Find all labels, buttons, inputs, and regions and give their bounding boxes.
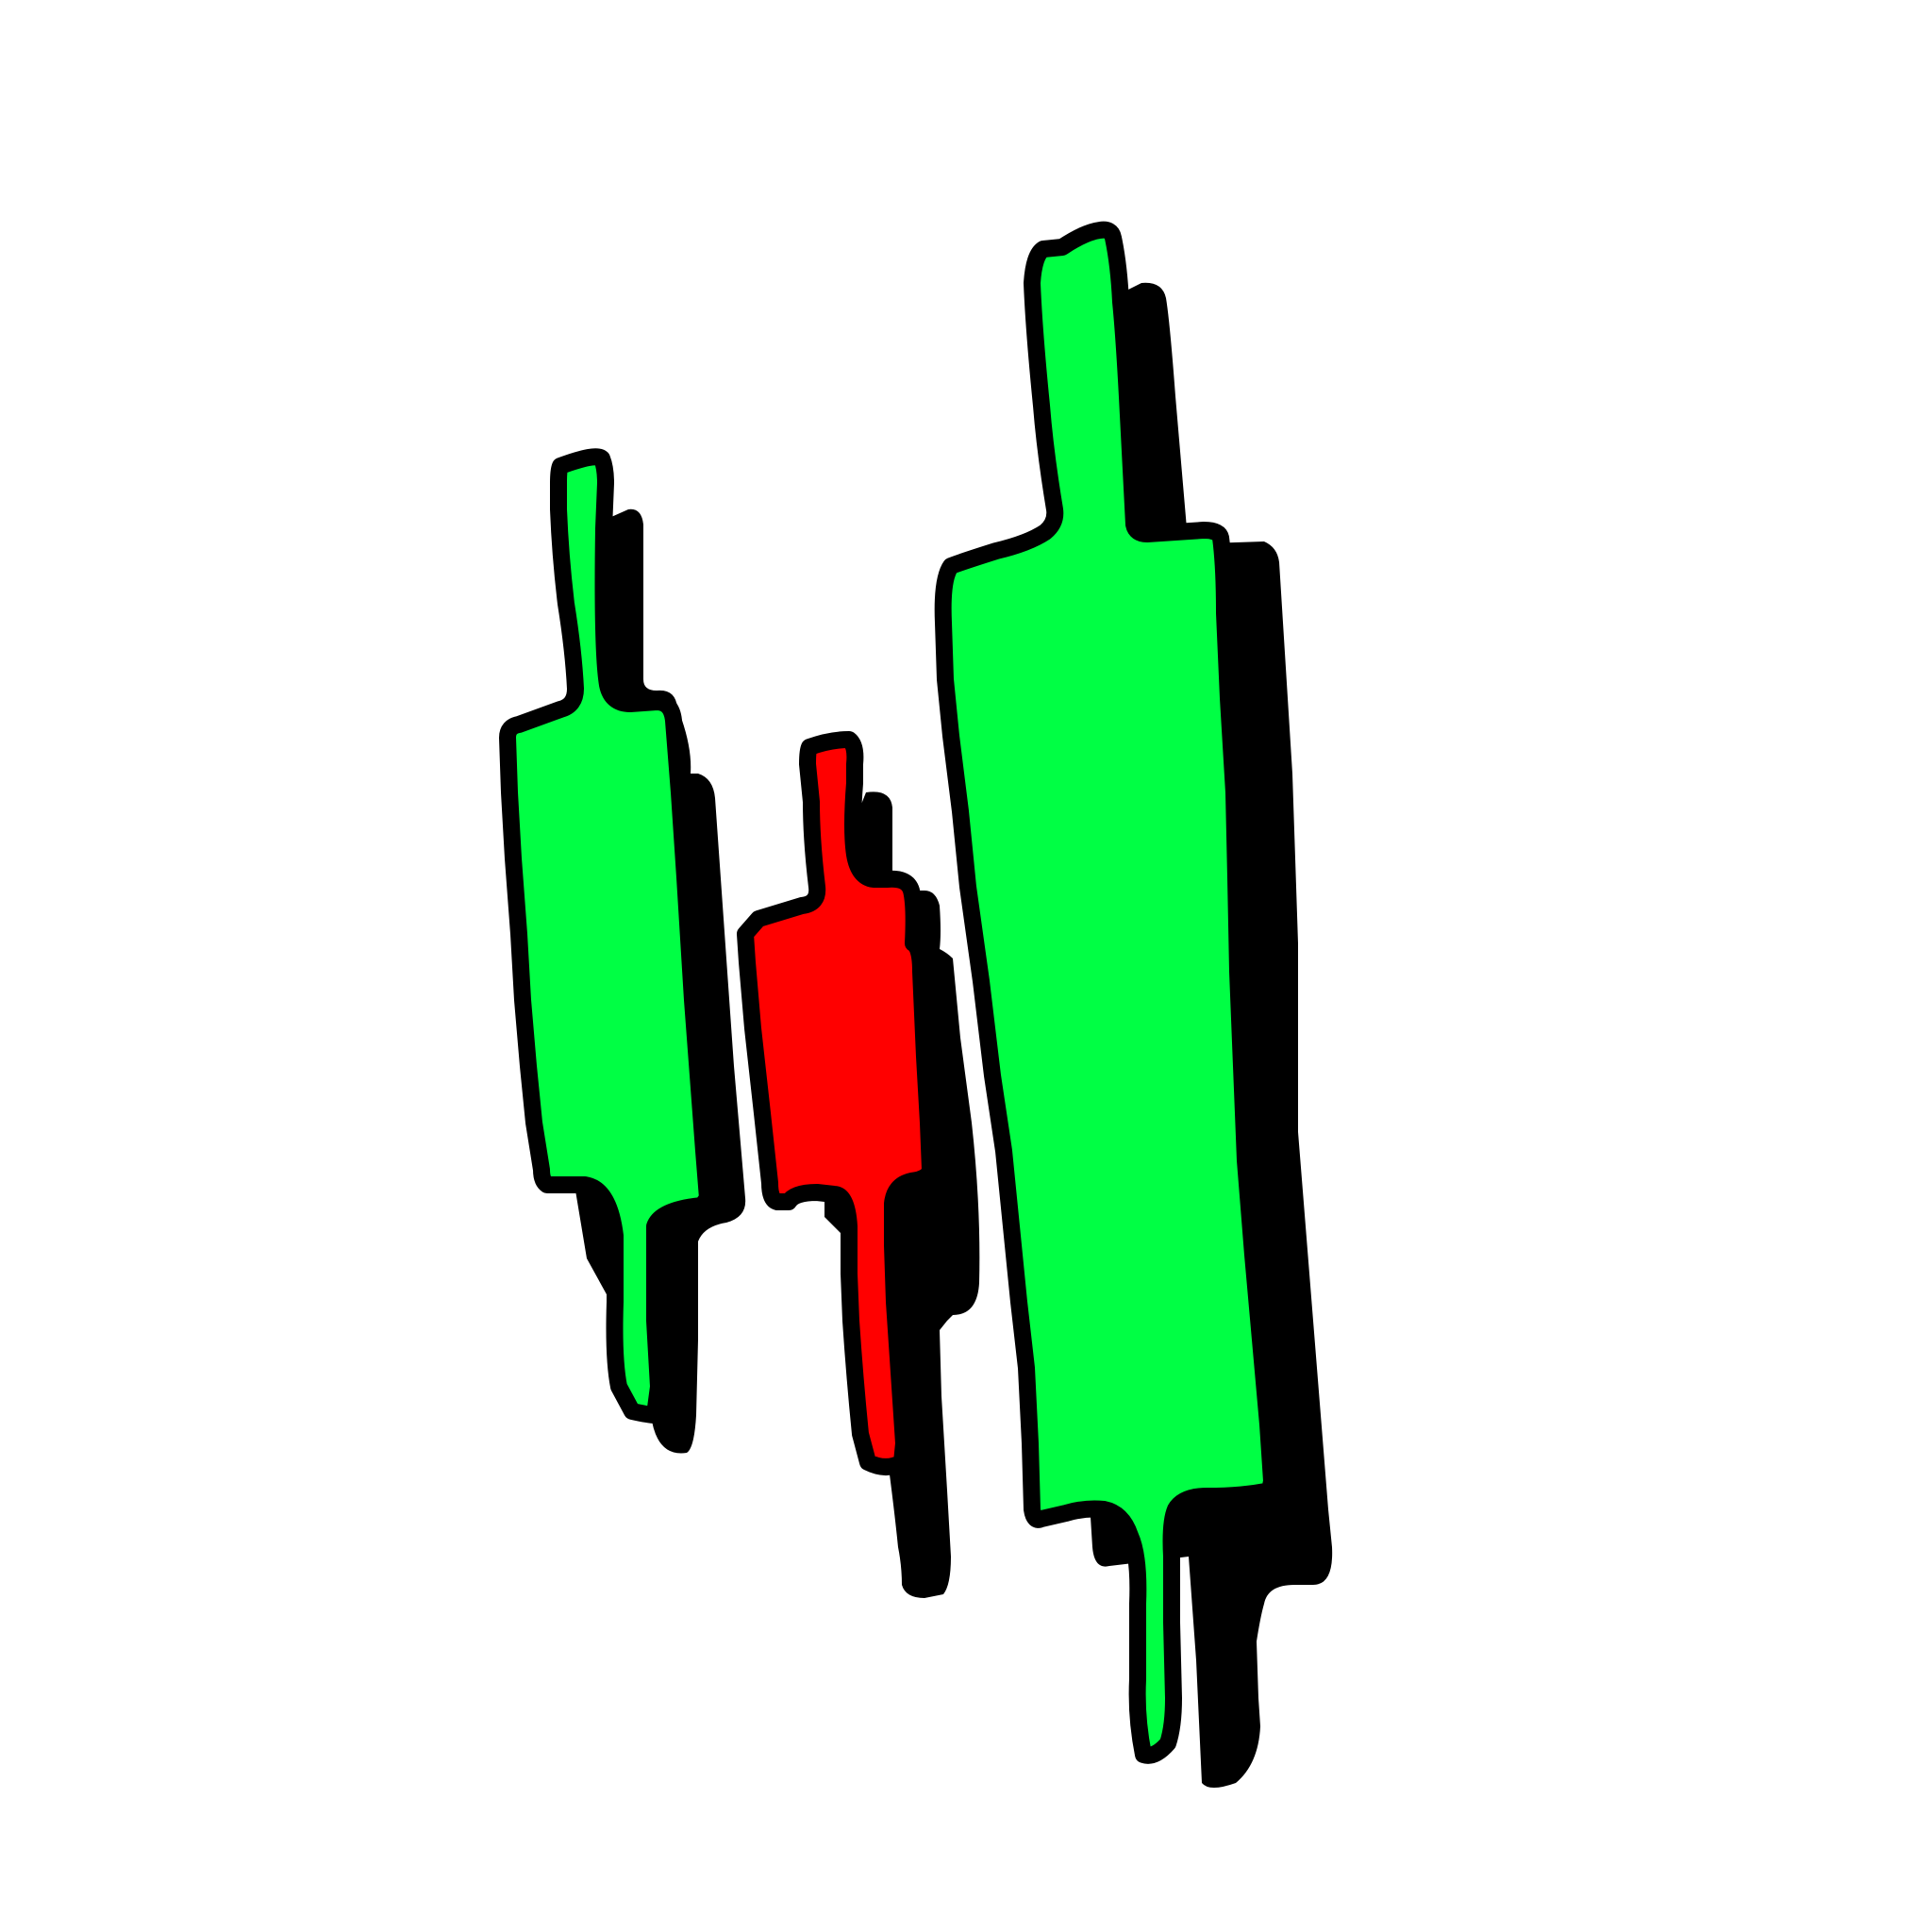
candle-right-body-wick xyxy=(934,221,1280,1764)
candle-middle-down xyxy=(737,731,980,1598)
candle-middle-body-wick xyxy=(737,731,939,1475)
candle-left-up xyxy=(499,448,746,1454)
candle-right-up xyxy=(934,221,1333,1788)
candle-left-body-wick xyxy=(499,448,716,1424)
